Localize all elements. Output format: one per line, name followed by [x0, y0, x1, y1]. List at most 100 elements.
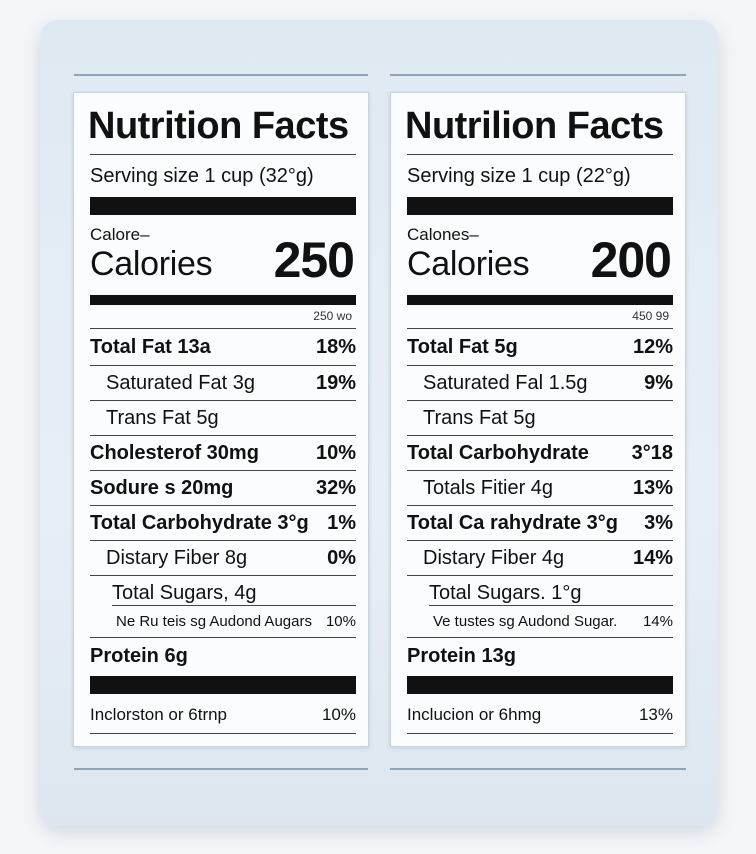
divider [90, 435, 356, 436]
nutrient-name: Distary Fiber 4g [423, 547, 565, 569]
label-title: Nutrition Facts [88, 105, 349, 147]
nutrient-row: Sodure s 20mg 32% [90, 471, 356, 506]
divider [407, 637, 673, 638]
calories-label: Calories [407, 245, 530, 283]
nutrient-name: Cholesterof 30mg [90, 442, 259, 464]
divider [112, 605, 356, 606]
divider [407, 733, 673, 734]
divider [90, 637, 356, 638]
footer-name: Inclorston or 6trnp [90, 704, 228, 724]
thick-divider [90, 676, 356, 694]
nutrient-name: Distary Fiber 8g [106, 547, 248, 569]
calories-label: Calories [90, 245, 213, 283]
nutrient-name: Total Sugars. 1°g [429, 582, 582, 604]
footer-name: Inclucion or 6hmg [407, 704, 542, 724]
nutrient-percent: 12% [632, 336, 673, 358]
nutrient-percent: 9% [644, 372, 673, 394]
divider [90, 733, 356, 734]
divider [429, 605, 673, 606]
protein-label: Protein 13g [407, 645, 516, 667]
calories-value: 200 [590, 232, 672, 288]
calories-small-label: Calones– [407, 225, 479, 244]
top-rule-left [74, 74, 368, 76]
divider [90, 328, 356, 329]
nutrition-label-left: Nutrition Facts Serving size 1 cup (32°g… [73, 92, 369, 747]
thick-divider [407, 676, 673, 694]
nutrient-name: Total Sugars, 4g [112, 582, 257, 604]
nutrient-percent: 10% [315, 442, 356, 464]
nutrient-percent: 10% [325, 612, 356, 630]
calories-small-label: Calore– [90, 225, 150, 244]
nutrient-row: Cholesterof 30mg 10% [90, 436, 356, 471]
nutrient-percent: 14% [632, 547, 673, 569]
nutrient-percent: 13% [632, 477, 673, 499]
thick-divider [90, 197, 356, 215]
nutrient-name: Total Fat 13a [90, 336, 211, 358]
nutrient-row: Total Sugars. 1°g [407, 576, 673, 611]
divider [407, 435, 673, 436]
nutrient-row: Trans Fat 5g [90, 401, 356, 436]
divider [407, 505, 673, 506]
divider [407, 575, 673, 576]
bottom-rule-right [390, 768, 686, 770]
nutrient-name: Saturated Fat 3g [106, 372, 255, 394]
nutrient-name: Trans Fat 5g [423, 407, 536, 429]
top-rule-right [390, 74, 686, 76]
footer-row: Inclorston or 6trnp 10% [90, 697, 356, 732]
nutrient-name: Ne Ru teis sg Audond Augars [116, 612, 312, 630]
divider [407, 365, 673, 366]
serving-size: Serving size 1 cup (32°g) [90, 165, 314, 187]
nutrient-name: Ve tustes sg Audond Sugar. [433, 612, 618, 630]
bottom-rule-left [74, 768, 368, 770]
nutrient-percent: 19% [315, 372, 356, 394]
thick-divider [407, 295, 673, 305]
nutrient-row: Total Fat 5g 12% [407, 330, 673, 365]
nutrient-percent: 14% [642, 612, 673, 630]
nutrient-row: Ne Ru teis sg Audond Augars 10% [90, 605, 356, 637]
protein-row: Protein 6g [90, 639, 356, 674]
calories-value: 250 [273, 232, 355, 288]
footer-percent: 10% [321, 704, 356, 724]
daily-value-header: 450 99 [632, 309, 669, 323]
nutrient-name: Trans Fat 5g [106, 407, 219, 429]
thick-divider [90, 295, 356, 305]
footer-percent: 13% [638, 704, 673, 724]
divider [90, 470, 356, 471]
nutrient-row: Totals Fitier 4g 13% [407, 471, 673, 506]
nutrient-row: Trans Fat 5g [407, 401, 673, 436]
nutrient-percent: 32% [315, 477, 356, 499]
divider [90, 575, 356, 576]
nutrient-percent: 3°18 [631, 442, 673, 464]
divider [90, 540, 356, 541]
nutrient-row: Saturated Fat 3g 19% [90, 366, 356, 401]
thick-divider [407, 197, 673, 215]
nutrient-name: Total Fat 5g [407, 336, 518, 358]
divider [90, 154, 356, 155]
nutrient-row: Saturated Fal 1.5g 9% [407, 366, 673, 401]
nutrient-name: Saturated Fal 1.5g [423, 372, 588, 394]
footer-row: Inclucion or 6hmg 13% [407, 697, 673, 732]
protein-row: Protein 13g [407, 639, 673, 674]
nutrient-percent: 0% [327, 547, 356, 569]
nutrient-percent: 3% [644, 512, 673, 534]
nutrient-row: Total Carbohydrate 3°18 [407, 436, 673, 471]
nutrient-percent: 1% [327, 512, 356, 534]
nutrient-row: Distary Fiber 4g 14% [407, 541, 673, 576]
divider [407, 154, 673, 155]
nutrient-row: Distary Fiber 8g 0% [90, 541, 356, 576]
divider [90, 400, 356, 401]
nutrient-name: Sodure s 20mg [90, 477, 234, 499]
divider [90, 365, 356, 366]
divider [407, 328, 673, 329]
nutrient-row: Total Fat 13a 18% [90, 330, 356, 365]
nutrient-name: Totals Fitier 4g [423, 477, 554, 499]
divider [407, 470, 673, 471]
nutrient-row: Total Sugars, 4g [90, 576, 356, 611]
nutrient-row: Ve tustes sg Audond Sugar. 14% [407, 605, 673, 637]
divider [90, 505, 356, 506]
nutrient-name: Total Carbohydrate 3°g [90, 512, 309, 534]
nutrient-row: Total Carbohydrate 3°g 1% [90, 506, 356, 541]
divider [407, 400, 673, 401]
serving-size: Serving size 1 cup (22°g) [407, 165, 631, 187]
label-title: Nutrilion Facts [405, 105, 664, 147]
